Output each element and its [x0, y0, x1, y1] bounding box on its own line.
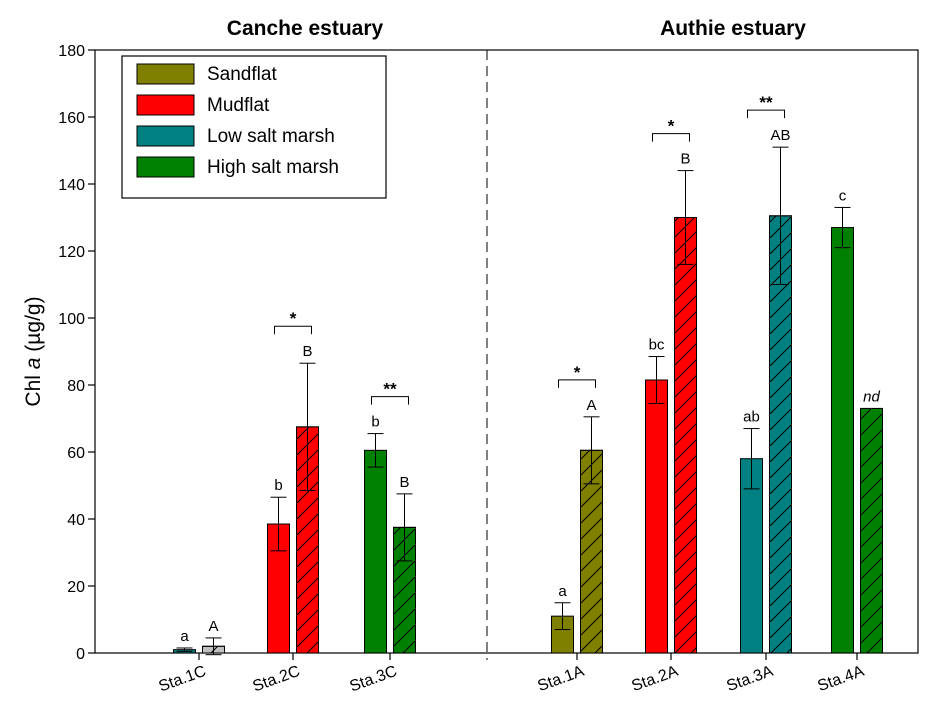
y-tick-label: 80 [67, 378, 85, 395]
x-tick-label: Sta.1A [535, 663, 586, 696]
y-tick-label: 100 [58, 311, 85, 328]
significance-letter: A [586, 397, 596, 414]
bar [831, 227, 854, 654]
legend-swatch [136, 63, 195, 85]
x-tick-label: Sta.3C [348, 663, 400, 696]
significance-letter: a [180, 628, 189, 645]
annotations: a Ab B * b B ** a A * bc B * ab AB ** c nd [180, 93, 880, 645]
significance-letter: B [399, 474, 409, 491]
significance-bracket [652, 133, 690, 142]
bar-hatch [674, 217, 697, 654]
significance-letter: bc [649, 337, 665, 354]
bars [173, 146, 883, 656]
significance-bracket [274, 325, 312, 335]
y-tick-label: 160 [58, 110, 85, 127]
significance-letter: B [680, 151, 690, 168]
y-tick-label: 120 [58, 244, 85, 261]
x-tick-label: Sta.3A [724, 663, 775, 696]
significance-letter: a [558, 583, 567, 600]
significance-stars: * [290, 309, 297, 328]
x-tick-label: Sta.4A [815, 663, 866, 696]
significance-letter: B [302, 343, 312, 360]
legend-label: High salt marsh [207, 157, 339, 178]
legend-swatch [136, 125, 195, 147]
significance-letter: A [208, 618, 218, 635]
x-tick-label: Sta.1C [157, 663, 209, 696]
significance-bracket [371, 396, 409, 405]
legend-label: Low salt marsh [207, 126, 335, 147]
x-tick-label: Sta.2A [629, 663, 680, 696]
y-tick-label: 180 [58, 43, 85, 60]
y-axis-label-suffix: (µg/g) [22, 296, 45, 357]
bar-hatch [860, 407, 883, 654]
y-tick-label: 40 [67, 512, 85, 529]
plot-frame [94, 49, 919, 654]
significance-stars: ** [383, 380, 397, 399]
significance-letter: AB [770, 127, 790, 144]
y-tick-label: 60 [67, 445, 85, 462]
legend-swatch [136, 94, 195, 116]
significance-stars: * [574, 363, 581, 382]
bar [645, 379, 668, 654]
significance-letter: ab [743, 409, 760, 426]
significance-letter: nd [863, 388, 880, 405]
significance-stars: * [668, 117, 675, 136]
bar [364, 449, 387, 654]
x-tick-label: Sta.2C [251, 663, 303, 696]
legend: Sandflat Mudflat Low salt marsh High salt m… [121, 55, 387, 199]
significance-letter: b [371, 414, 379, 431]
y-axis-label: Chl a (µg/g) [22, 296, 45, 406]
panel-title: Authie estuary [660, 17, 806, 40]
y-tick-label: 0 [76, 646, 85, 663]
significance-bracket [558, 379, 596, 388]
legend-label: Mudflat [207, 95, 270, 116]
y-axis-label-prefix: Chl [22, 369, 45, 406]
y-axis-label-italic: a [22, 358, 45, 370]
y-tick-label: 20 [67, 579, 85, 596]
panel-title: Canche estuary [227, 17, 384, 40]
significance-letter: c [839, 187, 847, 204]
significance-stars: ** [759, 93, 773, 112]
significance-letter: b [274, 477, 282, 494]
legend-label: Sandflat [207, 64, 277, 85]
y-tick-label: 140 [58, 177, 85, 194]
significance-bracket [747, 109, 785, 119]
legend-swatch [136, 156, 195, 178]
